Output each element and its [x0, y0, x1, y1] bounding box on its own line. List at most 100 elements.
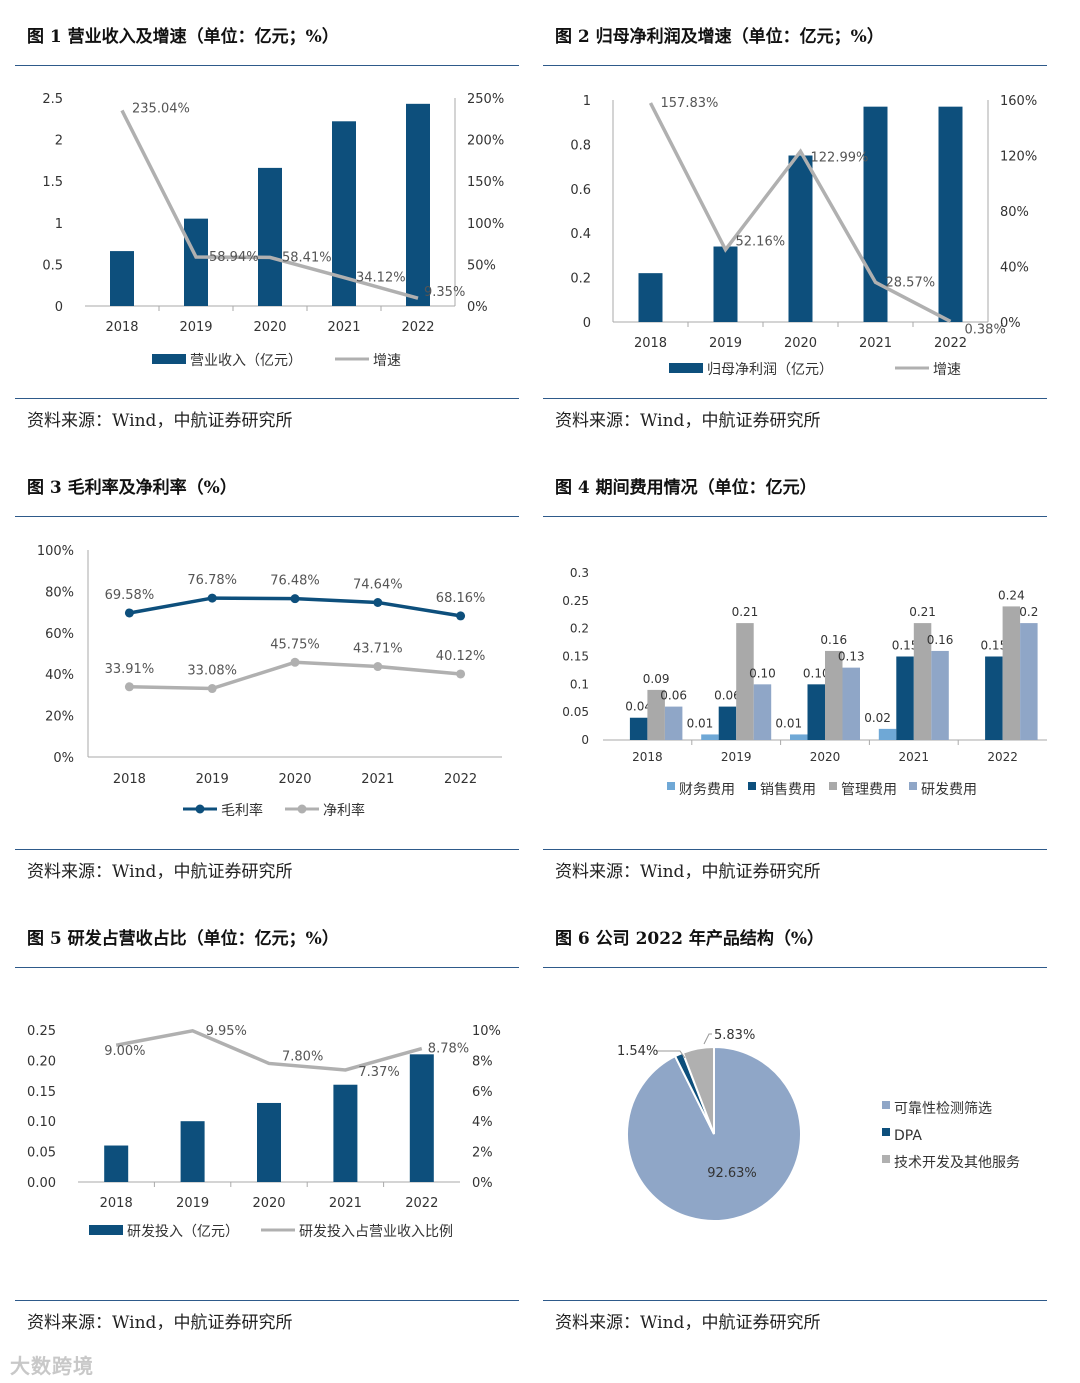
- data-label: 0.16: [927, 633, 954, 647]
- legend-3-label: 研发费用: [921, 782, 977, 798]
- chart-3: 0% 20% 40% 60% 80% 100% 2018 2019 2020 2021 2022 69…: [37, 544, 502, 819]
- y-tick-label: 60%: [45, 627, 74, 642]
- legend-bar-label: 营业收入（亿元）: [190, 353, 302, 369]
- bar: [664, 706, 683, 740]
- x-tick-label: 2019: [709, 336, 742, 351]
- legend-gross-marker: [195, 804, 205, 814]
- y-tick-label: 0.05: [27, 1146, 56, 1161]
- x-tick-label: 2021: [327, 320, 360, 335]
- legend-gross-label: 毛利率: [221, 802, 263, 819]
- data-label: 9.00%: [104, 1044, 145, 1059]
- data-label: 0.01: [775, 716, 802, 730]
- x-tick-label: 2019: [196, 772, 229, 787]
- y-tick-label: 100%: [37, 544, 74, 559]
- data-label: 92.63%: [707, 1166, 757, 1181]
- divider: [543, 398, 1047, 399]
- y2-tick-label: 4%: [472, 1115, 493, 1130]
- chart-6-title: 图 6 公司 2022 年产品结构（%）: [555, 929, 824, 949]
- point: [373, 662, 383, 672]
- data-label: 0.38%: [965, 322, 1006, 337]
- chart-5-source: 资料来源：Wind，中航证券研究所: [27, 1313, 293, 1333]
- bar: [110, 251, 134, 306]
- y-tick-label: 0: [55, 300, 63, 315]
- point: [290, 657, 300, 667]
- y-tick-label: 0.1: [570, 677, 589, 691]
- pie-slice: [681, 1045, 715, 1135]
- bar: [180, 1121, 205, 1182]
- bar: [713, 246, 738, 322]
- bar: [629, 717, 648, 740]
- divider: [543, 516, 1047, 517]
- data-label: 45.75%: [270, 637, 320, 652]
- point: [456, 611, 466, 621]
- data-label: 7.80%: [282, 1049, 323, 1064]
- y-tick-label: 20%: [45, 710, 74, 725]
- chart-4-source: 资料来源：Wind，中航证券研究所: [555, 862, 821, 882]
- chart-3-source: 资料来源：Wind，中航证券研究所: [27, 862, 293, 882]
- data-label: 0.15: [892, 639, 919, 653]
- y-tick-label: 0.4: [570, 227, 591, 242]
- bar: [409, 1054, 434, 1182]
- y2-tick-label: 50%: [467, 258, 496, 273]
- data-label: 7.37%: [358, 1065, 399, 1080]
- legend-3-swatch: [909, 782, 917, 790]
- data-label: 33.08%: [187, 664, 237, 679]
- data-label: 68.16%: [436, 591, 486, 606]
- y-tick-label: 0.5: [42, 258, 63, 273]
- x-tick-label: 2019: [179, 320, 212, 335]
- y-tick-label: 0: [583, 316, 591, 331]
- x-tick-label: 2019: [721, 750, 752, 764]
- x-tick-label: 2020: [253, 320, 286, 335]
- divider: [15, 1300, 519, 1301]
- legend-bar-swatch: [669, 363, 703, 373]
- bar: [878, 728, 897, 740]
- legend-line-label: 增速: [933, 362, 961, 378]
- data-label: 5.83%: [714, 1028, 755, 1043]
- y2-tick-label: 10%: [472, 1024, 501, 1039]
- x-tick-label: 2019: [176, 1196, 209, 1211]
- x-tick-label: 2020: [252, 1196, 285, 1211]
- data-label: 0.2: [1019, 605, 1038, 619]
- divider: [543, 967, 1047, 968]
- data-label: 58.94%: [209, 250, 259, 265]
- chart-5: 0.00 0.05 0.10 0.15 0.20 0.25 0% 2% 4% 6% 8% 10% 201…: [27, 1024, 501, 1240]
- chart-6: 92.63% 1.54% 5.83% 可靠性检测筛选 DPA 技术开发及其他服务: [617, 1028, 1020, 1222]
- data-label: 33.91%: [105, 662, 155, 677]
- x-tick-label: 2022: [444, 772, 477, 787]
- bar: [938, 106, 963, 322]
- y2-tick-label: 160%: [1000, 94, 1037, 109]
- divider: [543, 1300, 1047, 1301]
- y-tick-label: 0.20: [27, 1054, 56, 1069]
- y2-tick-label: 250%: [467, 92, 504, 107]
- data-label: 43.71%: [353, 642, 403, 657]
- series-line: [115, 1028, 423, 1072]
- legend-line-label: 研发投入占营业收入比例: [299, 1224, 453, 1240]
- y-tick-label: 1.5: [42, 175, 63, 190]
- y-tick-label: 2.5: [42, 92, 63, 107]
- point: [124, 682, 134, 692]
- data-label: 9.95%: [206, 1024, 247, 1039]
- y-tick-label: 0.25: [562, 594, 589, 608]
- y2-tick-label: 2%: [472, 1146, 493, 1161]
- data-label: 0.06: [714, 689, 741, 703]
- data-label: 0.21: [732, 605, 759, 619]
- legend-bar-label: 研发投入（亿元）: [127, 1224, 239, 1240]
- data-label: 8.78%: [428, 1042, 469, 1057]
- data-label: 40.12%: [436, 649, 486, 664]
- y-tick-label: 0.6: [570, 183, 591, 198]
- bar: [788, 155, 813, 322]
- y-tick-label: 0.05: [562, 705, 589, 719]
- divider: [543, 65, 1047, 66]
- point: [207, 684, 217, 694]
- x-tick-label: 2018: [632, 750, 663, 764]
- data-label: 235.04%: [132, 101, 190, 116]
- data-label: 76.78%: [187, 573, 237, 588]
- x-tick-label: 2020: [810, 750, 841, 764]
- x-tick-label: 2018: [634, 336, 667, 351]
- data-label: 0.06: [660, 689, 687, 703]
- bar: [896, 656, 914, 740]
- y-tick-label: 0.00: [27, 1176, 56, 1191]
- bar: [807, 684, 825, 740]
- bar: [842, 667, 860, 740]
- divider: [543, 849, 1047, 850]
